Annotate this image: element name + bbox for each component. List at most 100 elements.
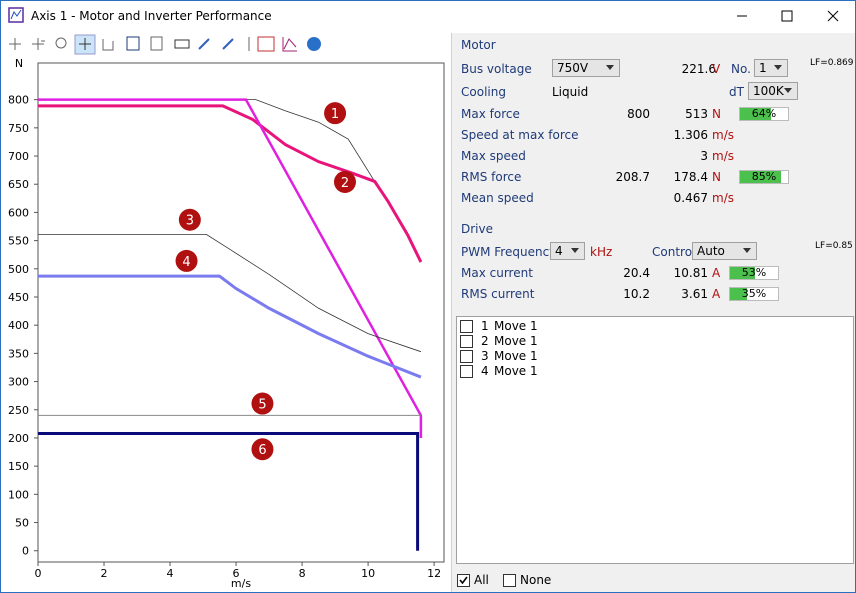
label: Max force bbox=[461, 107, 520, 121]
x-tick-label: 2 bbox=[101, 567, 108, 580]
chart: Nm/s050100150200250300350400450500550600… bbox=[8, 57, 445, 590]
move-name: Move 1 bbox=[494, 319, 538, 333]
annotation-label: 5 bbox=[258, 398, 266, 413]
check-mark bbox=[459, 576, 468, 585]
move-number: 2 bbox=[481, 334, 489, 348]
move-name: Move 1 bbox=[494, 334, 538, 348]
y-tick-label: 200 bbox=[8, 432, 29, 445]
value: 3 bbox=[700, 149, 708, 163]
y-tick-label: 100 bbox=[8, 488, 29, 501]
x-tick-label: 4 bbox=[167, 567, 174, 580]
lf-label: LF=0.85 bbox=[815, 241, 853, 251]
load-fill bbox=[740, 171, 781, 183]
value: 208.7 bbox=[615, 170, 650, 184]
tool-save[interactable] bbox=[126, 36, 140, 51]
select[interactable]: Auto bbox=[692, 242, 757, 260]
label: RMS current bbox=[461, 287, 535, 301]
label: Mean speed bbox=[461, 191, 534, 205]
close-button[interactable] bbox=[827, 10, 839, 22]
y-tick-label: 250 bbox=[8, 404, 29, 417]
unit: m/s bbox=[712, 191, 734, 205]
y-tick-label: 0 bbox=[22, 545, 29, 558]
label: Speed at max force bbox=[461, 128, 579, 142]
tool-pan[interactable] bbox=[79, 38, 91, 50]
y-tick-label: 400 bbox=[8, 319, 29, 332]
move-checkbox[interactable] bbox=[460, 365, 473, 378]
tool-cross[interactable] bbox=[32, 38, 45, 50]
section-heading: Drive bbox=[461, 222, 493, 236]
annotation-marker bbox=[175, 249, 198, 272]
window-title: Axis 1 - Motor and Inverter Performance bbox=[31, 9, 272, 23]
load-fill bbox=[730, 267, 756, 279]
annotation-label: 2 bbox=[341, 176, 349, 191]
annotation-label: 3 bbox=[186, 214, 194, 229]
tool-print[interactable] bbox=[174, 39, 190, 49]
tool-curve[interactable] bbox=[282, 37, 297, 52]
footer-label[interactable]: None bbox=[520, 573, 552, 587]
select[interactable]: 1 bbox=[754, 59, 788, 77]
move-name: Move 1 bbox=[494, 349, 538, 363]
unit: N bbox=[712, 107, 721, 121]
footer-label[interactable]: All bbox=[474, 573, 489, 587]
move-number: 1 bbox=[481, 319, 489, 333]
x-tick-label: 10 bbox=[361, 567, 375, 580]
tool-edit[interactable] bbox=[198, 38, 210, 50]
label: RMS force bbox=[461, 170, 522, 184]
move-checkbox[interactable] bbox=[460, 320, 473, 333]
annotation-label: 4 bbox=[182, 255, 190, 270]
maximize-button[interactable] bbox=[781, 10, 793, 22]
x-axis-label: m/s bbox=[231, 577, 251, 590]
value: 10.81 bbox=[673, 266, 708, 280]
load-fill bbox=[740, 108, 771, 120]
label: PWM Frequency bbox=[461, 245, 557, 259]
y-tick-label: 300 bbox=[8, 376, 29, 389]
y-tick-label: 700 bbox=[8, 150, 29, 163]
tool-hand[interactable] bbox=[102, 39, 114, 51]
label: Control bbox=[652, 245, 696, 259]
move-number: 4 bbox=[481, 364, 489, 378]
y-tick-label: 150 bbox=[8, 460, 29, 473]
load-label: 85% bbox=[751, 170, 777, 183]
select[interactable]: 750V bbox=[552, 59, 620, 77]
y-tick-label: 800 bbox=[8, 94, 29, 107]
tool-edit2[interactable] bbox=[222, 38, 234, 50]
tool-zoom[interactable] bbox=[55, 37, 67, 49]
title-and-toolbar: Axis 1 - Motor and Inverter Performance bbox=[8, 7, 839, 55]
y-tick-label: 650 bbox=[8, 178, 29, 191]
tool-chart[interactable] bbox=[257, 36, 275, 52]
select[interactable]: 4 bbox=[550, 242, 585, 260]
unit: A bbox=[712, 287, 721, 301]
y-tick-label: 550 bbox=[8, 235, 29, 248]
move-list: 1 Move 1 2 Move 1 3 Move 1 4 Move 1 bbox=[456, 316, 854, 564]
series-line bbox=[38, 98, 423, 438]
value: 0.467 bbox=[673, 191, 708, 205]
unit: A bbox=[712, 266, 721, 280]
y-tick-label: 350 bbox=[8, 347, 29, 360]
plot-area bbox=[37, 62, 445, 563]
checkbox-checked[interactable] bbox=[457, 574, 470, 587]
select[interactable]: 100K bbox=[748, 82, 798, 100]
annotation-marker bbox=[251, 392, 274, 415]
load-bar: 64% bbox=[739, 107, 789, 121]
value: 3.61 bbox=[681, 287, 708, 301]
move-checkbox[interactable] bbox=[460, 335, 473, 348]
load-label: 53% bbox=[741, 266, 767, 279]
y-tick-label: 500 bbox=[8, 263, 29, 276]
value: 513 bbox=[685, 107, 708, 121]
series-line bbox=[38, 104, 423, 263]
move-checkbox[interactable] bbox=[460, 350, 473, 363]
checkbox[interactable] bbox=[503, 574, 516, 587]
tool-help[interactable] bbox=[307, 37, 321, 51]
tool-cursor[interactable] bbox=[9, 38, 21, 50]
unit: m/s bbox=[712, 149, 734, 163]
value: Liquid bbox=[552, 85, 589, 99]
move-number: 3 bbox=[481, 349, 489, 363]
section-heading: Motor bbox=[461, 38, 496, 52]
load-fill bbox=[730, 288, 747, 300]
tool-copy[interactable] bbox=[150, 36, 163, 51]
value: 800 bbox=[627, 107, 650, 121]
x-tick-label: 8 bbox=[299, 567, 306, 580]
